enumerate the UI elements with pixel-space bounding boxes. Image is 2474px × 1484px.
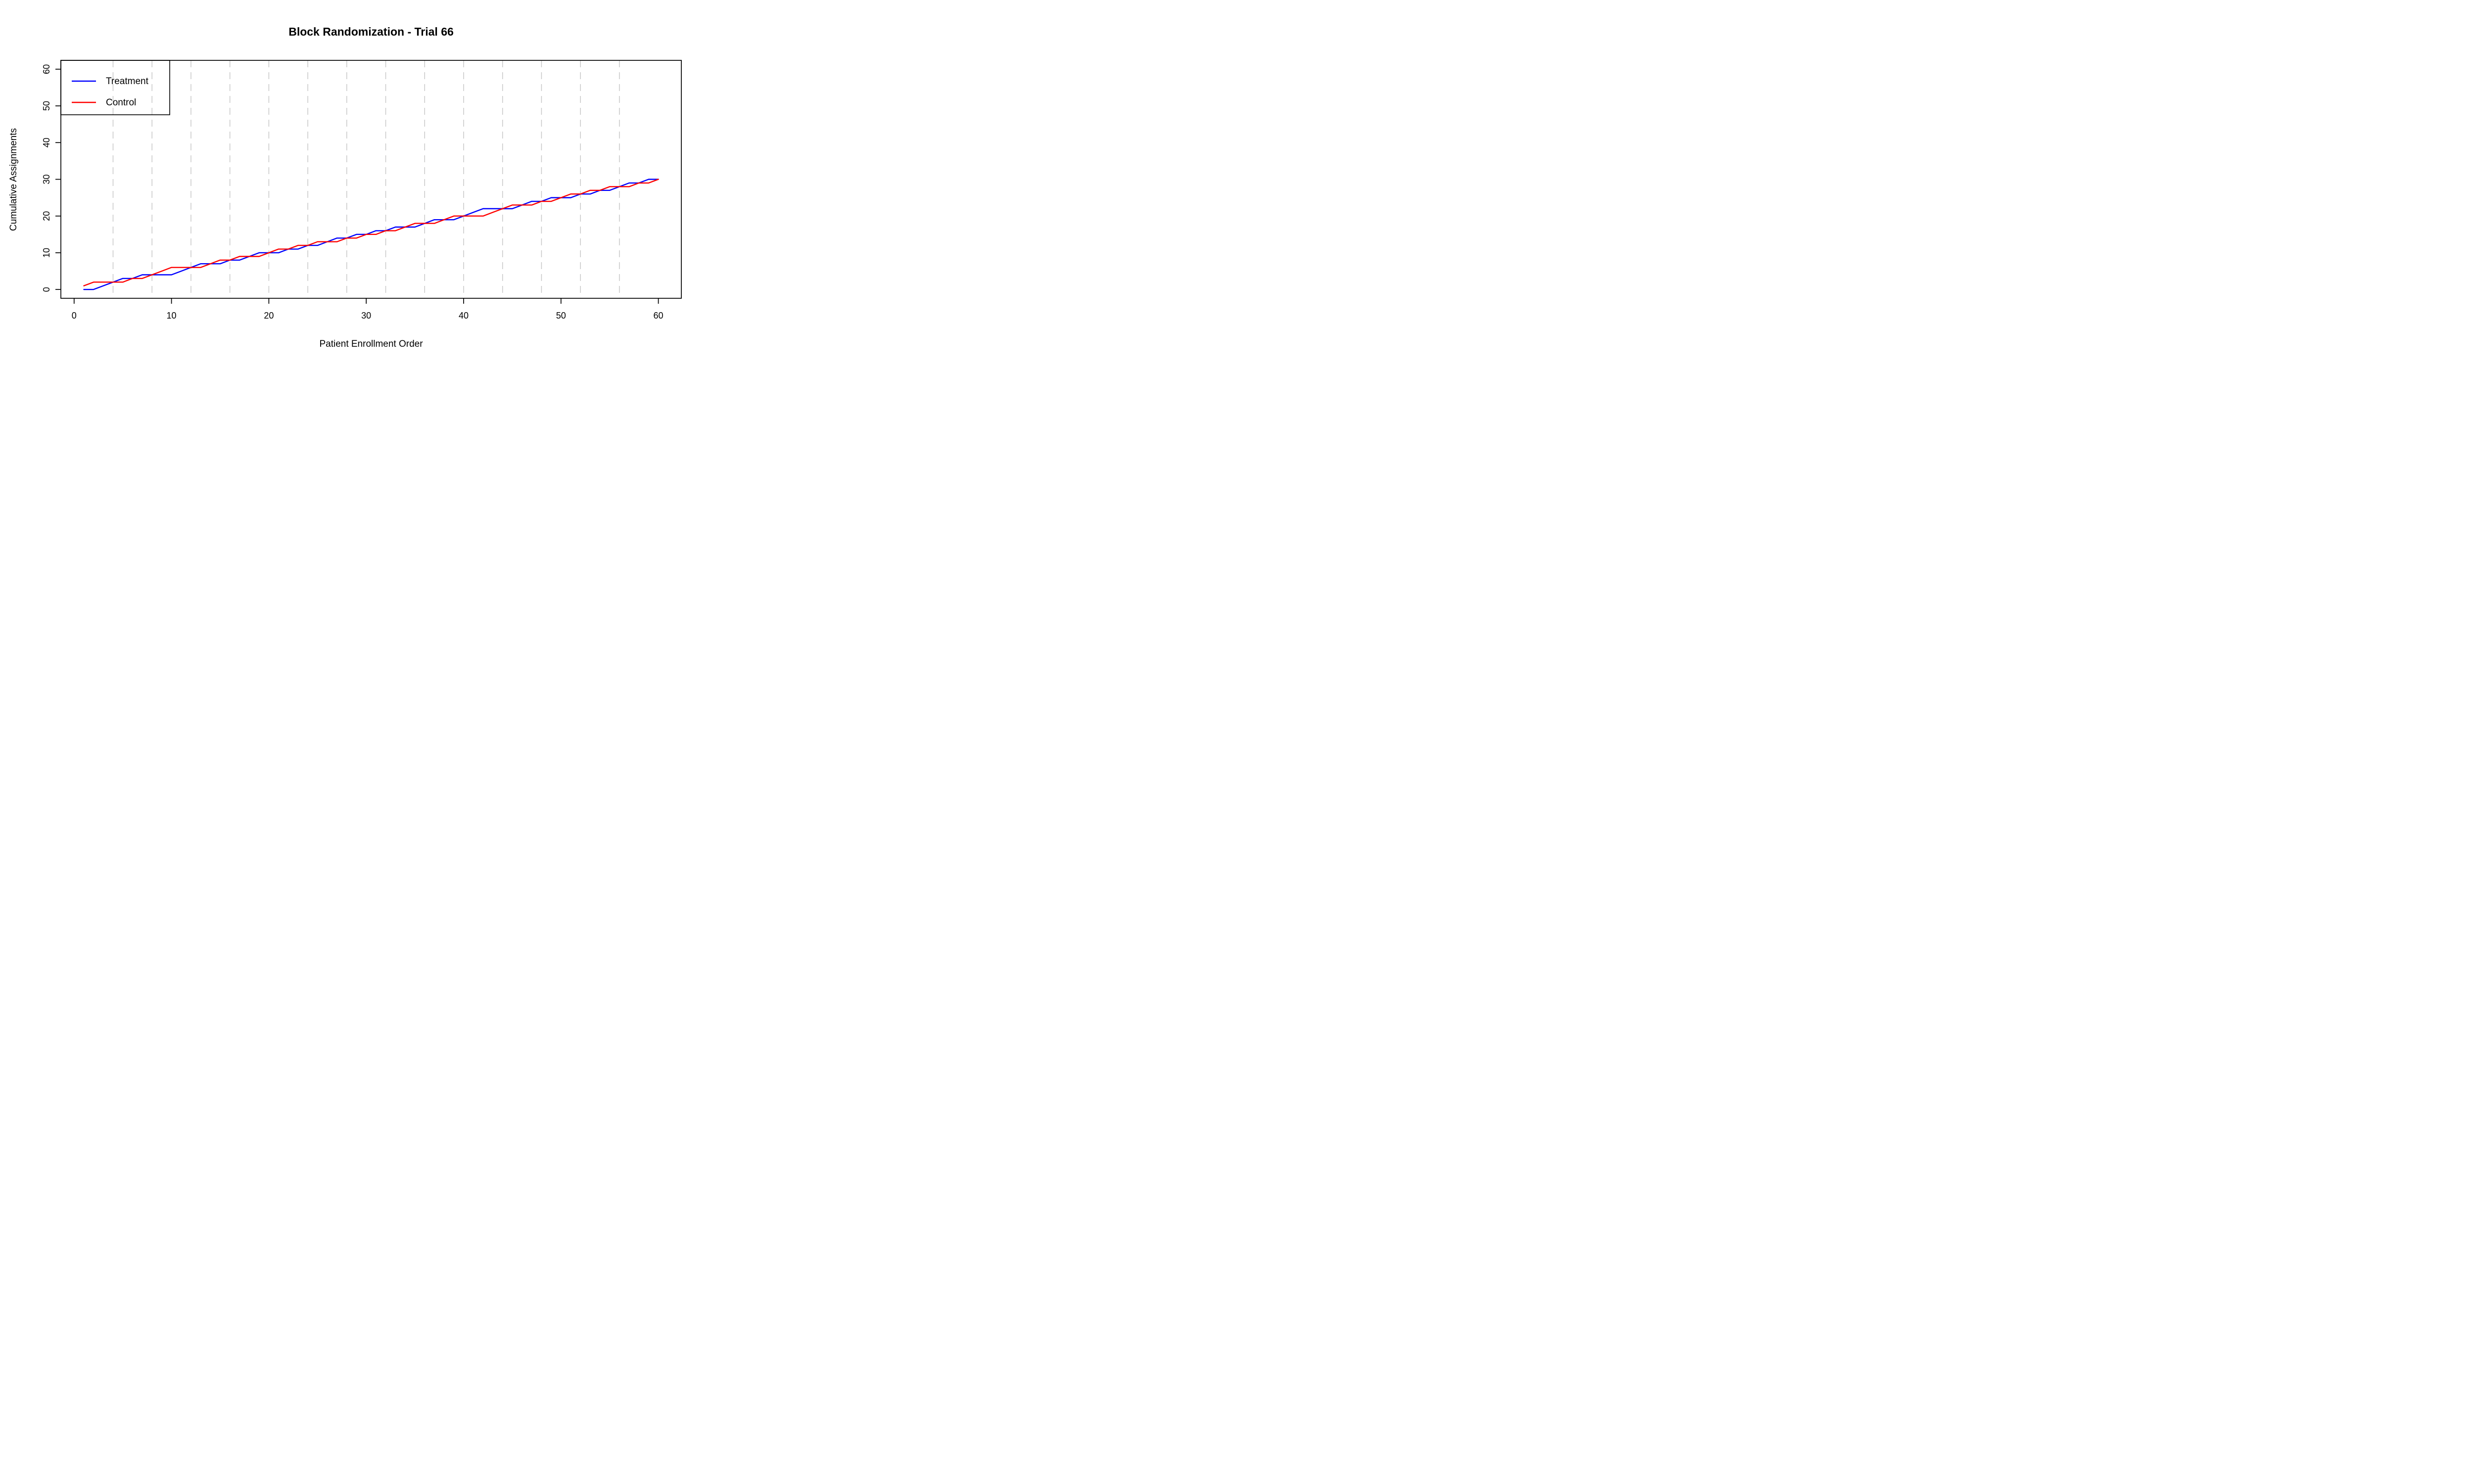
x-tick-label: 20 — [264, 311, 274, 321]
x-tick-label: 10 — [167, 311, 177, 321]
x-tick-label: 0 — [72, 311, 77, 321]
legend-label-treatment: Treatment — [106, 76, 149, 87]
y-tick-label: 40 — [42, 138, 51, 147]
x-axis-label: Patient Enrollment Order — [319, 339, 423, 349]
x-tick-label: 30 — [361, 311, 371, 321]
y-axis-label: Cumulative Assignments — [8, 128, 19, 231]
axes: 0 10 20 30 40 50 60 0 10 20 30 40 50 60 — [42, 60, 682, 321]
y-tick-label: 10 — [42, 248, 51, 258]
data-series — [83, 179, 659, 290]
legend-label-control: Control — [106, 97, 136, 108]
randomization-chart: 0 10 20 30 40 50 60 0 10 20 30 40 50 60 Block Randomi… — [8, 25, 682, 349]
legend-box — [60, 60, 170, 115]
plot-box — [60, 60, 682, 299]
block-boundary-gridlines — [112, 60, 620, 298]
y-tick-label: 20 — [42, 211, 51, 221]
y-tick-label: 30 — [42, 174, 51, 184]
x-tick-label: 40 — [459, 311, 469, 321]
y-tick-label: 0 — [42, 287, 51, 292]
y-tick-label: 60 — [42, 64, 51, 74]
figure: 0 10 20 30 40 50 60 0 10 20 30 40 50 60 Block Randomi… — [0, 0, 705, 371]
x-tick-label: 50 — [556, 311, 566, 321]
control-line — [83, 179, 659, 286]
x-tick-label: 60 — [654, 311, 664, 321]
legend: Treatment Control — [60, 60, 170, 115]
y-tick-label: 50 — [42, 101, 51, 111]
chart-title: Block Randomization - Trial 66 — [288, 25, 454, 38]
